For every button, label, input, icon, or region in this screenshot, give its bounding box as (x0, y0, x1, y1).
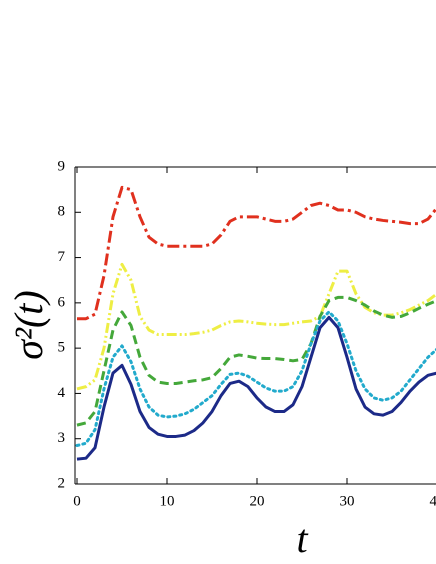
series-line (76, 315, 436, 461)
x-tick-label: 30 (340, 493, 355, 509)
series-line (75, 310, 436, 448)
y-tick-label: 9 (58, 158, 66, 174)
series-line (77, 185, 436, 321)
series-line (76, 295, 436, 427)
y-tick-label: 6 (58, 294, 66, 310)
y-tick-label: 3 (58, 430, 66, 446)
y-tick-label: 7 (58, 249, 66, 265)
x-axis-label: t (296, 516, 308, 561)
y-axis-label: σ²(t) (6, 290, 51, 359)
y-tick-label: 2 (58, 475, 66, 491)
x-tick-label: 10 (160, 493, 175, 509)
x-tick-label: 40 (430, 493, 436, 509)
y-tick-label: 5 (58, 340, 66, 356)
y-tick-label: 4 (58, 385, 66, 401)
series-line (76, 262, 436, 391)
x-tick-label: 0 (73, 493, 81, 509)
x-tick-label: 20 (250, 493, 265, 509)
y-tick-label: 8 (58, 204, 66, 220)
